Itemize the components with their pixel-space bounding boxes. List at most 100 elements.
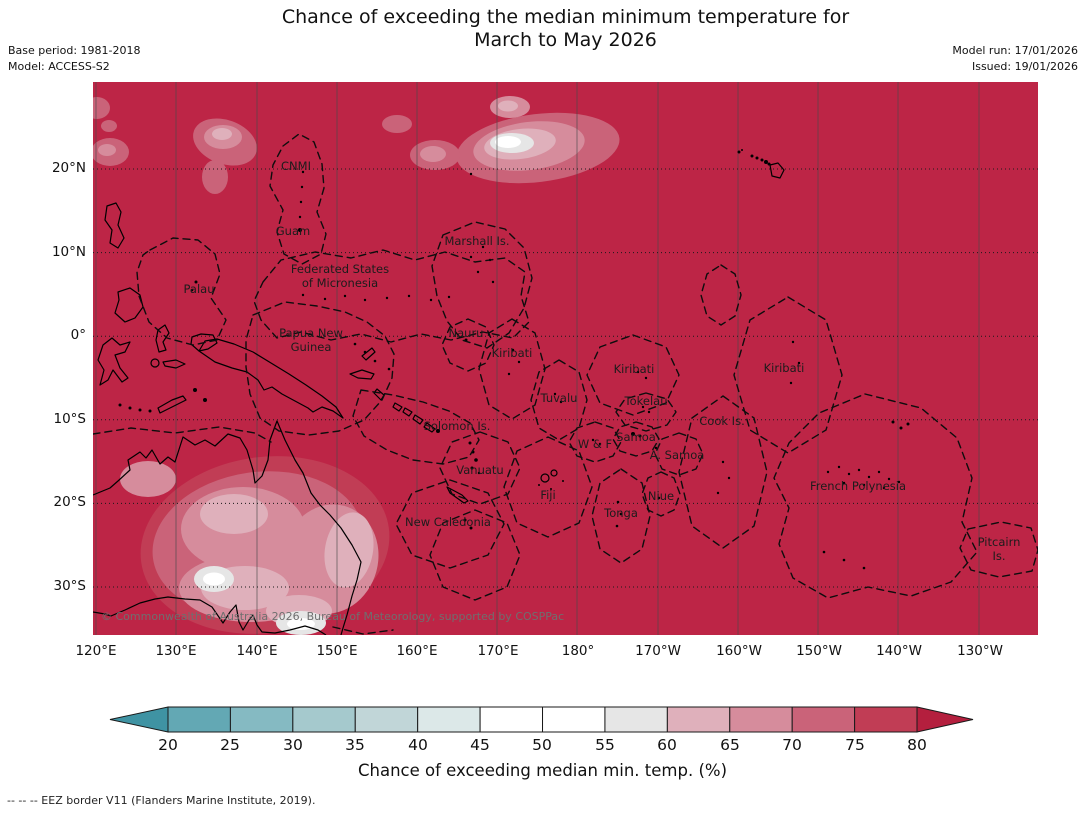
region-label-american-samoa: A. Samoa xyxy=(649,448,705,462)
lat-tick-20s: 20°S xyxy=(53,494,87,511)
lon-tick-130e: 130°E xyxy=(155,643,197,659)
colorbar-right-arrow xyxy=(916,706,974,733)
model-info-right: Model run: 17/01/2026 Issued: 19/01/2026 xyxy=(952,43,1078,75)
region-label-tuvalu: Tuvalu xyxy=(540,391,578,405)
lon-tick-140e: 140°E xyxy=(236,643,278,659)
colorbar-segment xyxy=(292,706,356,733)
colorbar-tick-30: 30 xyxy=(283,736,303,754)
region-label-niue: Niue xyxy=(647,489,675,503)
tokelau-eez xyxy=(615,392,677,432)
chart-title-line1: Chance of exceeding the median minimum t… xyxy=(281,6,850,28)
howland-baker-eez xyxy=(700,264,742,326)
colorbar-segment xyxy=(854,706,918,733)
region-label-kiribati-line: Kiribati xyxy=(763,361,805,375)
wallis-futuna-eez xyxy=(568,421,622,463)
colorbar-tick-50: 50 xyxy=(532,736,552,754)
region-label-palau: Palau xyxy=(183,282,215,296)
region-label-fsm: Federated States of Micronesia xyxy=(290,262,390,290)
colorbar-segment xyxy=(542,706,606,733)
colorbar-tick-80: 80 xyxy=(907,736,927,754)
philippines-coastline xyxy=(104,202,144,323)
lon-tick-150w: 150°W xyxy=(796,643,842,659)
fsm-eez xyxy=(253,249,530,343)
buru-island-coastline xyxy=(150,358,160,368)
solomon-islands-coastline xyxy=(392,402,436,433)
pitcairn-eez xyxy=(959,521,1038,578)
australia-coastline xyxy=(93,420,362,635)
marshall-eez xyxy=(431,221,533,349)
colorbar-tick-70: 70 xyxy=(782,736,802,754)
niue-eez xyxy=(641,471,681,517)
copyright-text: © Commonwealth of Australia 2026, Bureau… xyxy=(101,610,565,623)
lat-tick-0: 0° xyxy=(70,327,86,344)
region-label-guam: Guam xyxy=(275,224,311,238)
colorbar-segment xyxy=(604,706,668,733)
colorbar-segment xyxy=(229,706,294,733)
issued-text: Issued: 19/01/2026 xyxy=(971,60,1078,73)
region-label-tonga: Tonga xyxy=(604,506,638,520)
colorbar-segment xyxy=(791,706,856,733)
kiribati-tuvalu-specks xyxy=(464,338,801,414)
lon-tick-160w: 160°W xyxy=(716,643,762,659)
colorbar-segment xyxy=(666,706,731,733)
colorbar-tick-25: 25 xyxy=(220,736,240,754)
indonesia-coastline xyxy=(97,324,187,414)
region-label-fiji: Fiji xyxy=(540,488,556,502)
palau-eez xyxy=(136,237,227,346)
australia-south-coastline xyxy=(93,596,327,635)
region-label-new-caledonia: New Caledonia xyxy=(405,515,491,529)
colorbar-tick-55: 55 xyxy=(595,736,615,754)
colorbar-tick-35: 35 xyxy=(345,736,365,754)
solomon-eez xyxy=(352,389,480,465)
cook-islands-eez xyxy=(678,395,768,549)
colorbar-tick-60: 60 xyxy=(657,736,677,754)
australia-south-eez-line xyxy=(332,626,394,635)
colorbar-tick-20: 20 xyxy=(158,736,178,754)
kiribati-phoenix-eez xyxy=(586,334,680,416)
colorbar-axis-label: Chance of exceeding median min. temp. (%… xyxy=(357,761,728,780)
american-samoa-eez xyxy=(654,432,704,476)
colorbar-segment xyxy=(354,706,419,733)
region-label-wallis-futuna: W & F xyxy=(577,437,613,451)
new-caledonia-coastline xyxy=(446,486,469,504)
lat-tick-10s: 10°S xyxy=(53,410,87,427)
tonga-eez xyxy=(591,468,651,564)
region-label-pitcairn-is: Pitcairn Is. xyxy=(977,535,1021,563)
polynesia-specks xyxy=(591,420,910,570)
region-label-kiribati-gilbert: Kiribati xyxy=(491,346,533,360)
colorbar-left-arrow xyxy=(109,706,169,733)
hawaii-coastline xyxy=(769,162,785,179)
colorbar-segment xyxy=(729,706,793,733)
region-label-png: Papua New Guinea xyxy=(279,326,343,354)
french-polynesia-eez xyxy=(773,393,978,599)
new-caledonia-eez xyxy=(395,479,505,569)
eez-border-note: -- -- -- EEZ border V11 (Flanders Marine… xyxy=(7,794,316,807)
vanuatu-eez xyxy=(439,431,521,505)
region-label-cook-is: Cook Is. xyxy=(699,414,745,428)
eez-borders xyxy=(93,133,1038,635)
lat-tick-30s: 30°S xyxy=(53,578,87,594)
lon-tick-140w: 140°W xyxy=(876,643,922,659)
norfolk-eez xyxy=(429,509,521,601)
lon-tick-170e: 170°E xyxy=(477,643,519,659)
lon-tick-170w: 170°W xyxy=(635,643,681,659)
region-label-samoa: Samoa xyxy=(616,430,656,444)
model-info-left: Base period: 1981-2018 Model: ACCESS-S2 xyxy=(8,43,140,75)
lon-tick-160e: 160°E xyxy=(396,643,438,659)
region-label-vanuatu: Vanuatu xyxy=(456,463,504,477)
lon-tick-120e: 120°E xyxy=(75,643,117,659)
region-label-nauru: Nauru xyxy=(448,326,484,340)
map-canvas xyxy=(93,82,1038,635)
gridlines xyxy=(93,82,1038,635)
melanesia-specks xyxy=(118,342,564,530)
hawaii-specks xyxy=(737,149,771,166)
colorbar-segment xyxy=(417,706,481,733)
pacific-probability-map: CNMI Guam Marshall Is. Federated States … xyxy=(93,82,1038,635)
colorbar-tick-75: 75 xyxy=(845,736,865,754)
colorbar xyxy=(109,706,974,733)
region-label-french-polynesia: French Polynesia xyxy=(809,479,907,493)
region-label-solomon-is: Solomon Is. xyxy=(423,419,491,433)
samoa-eez xyxy=(612,421,660,457)
lon-tick-130w: 130°W xyxy=(957,643,1003,659)
chart-title: Chance of exceeding the median minimum t… xyxy=(93,6,1038,52)
